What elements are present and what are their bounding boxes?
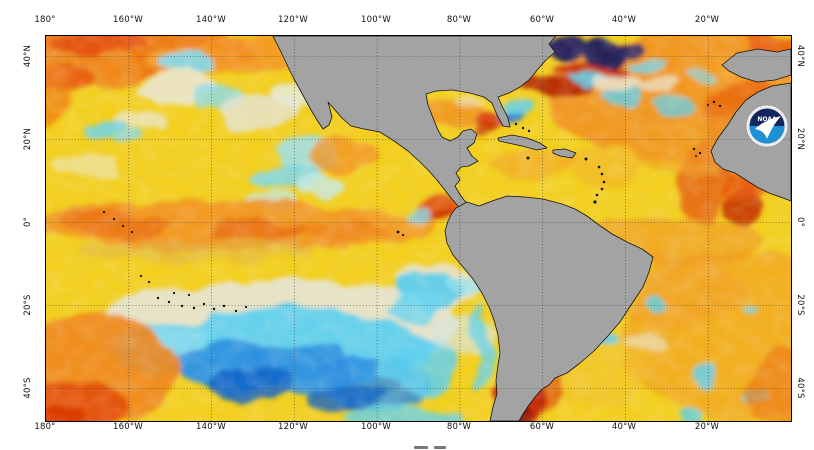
cutoff-text-fragment — [434, 446, 446, 449]
lon-label-bottom: 100°W — [361, 422, 391, 432]
lon-label-bottom: 160°W — [113, 422, 143, 432]
lat-label-left: 20°S — [23, 294, 33, 316]
lon-label-top: 140°W — [196, 15, 226, 25]
lat-label-left: 0° — [23, 216, 33, 228]
lon-label-bottom: 60°W — [529, 422, 555, 432]
map-graphic: NOAA — [46, 36, 791, 421]
noaa-bird-icon — [755, 116, 781, 139]
noaa-logo-text: NOAA — [757, 116, 777, 123]
island-specks — [102, 100, 722, 313]
land-cuba — [497, 134, 548, 151]
lon-label-bottom: 80°W — [446, 422, 472, 432]
lon-label-top: 80°W — [446, 15, 472, 25]
lat-label-right: 20°S — [795, 294, 805, 316]
lon-label-top: 40°W — [611, 15, 637, 25]
lon-label-bottom: 180° — [34, 422, 56, 432]
land-south-america — [444, 195, 654, 421]
lat-label-right: 0° — [795, 216, 805, 228]
lon-label-top: 20°W — [694, 15, 720, 25]
lat-label-left: 20°N — [23, 127, 33, 151]
lon-label-top: 60°W — [529, 15, 555, 25]
lat-label-left: 40°S — [23, 377, 33, 399]
lat-label-right: 20°N — [795, 127, 805, 151]
lat-label-right: 40°S — [795, 377, 805, 399]
land-iberia — [721, 48, 791, 83]
noaa-logo: NOAA — [745, 104, 789, 148]
lon-label-bottom: 140°W — [196, 422, 226, 432]
lon-label-bottom: 120°W — [278, 422, 308, 432]
lon-label-bottom: 40°W — [611, 422, 637, 432]
land-north-america — [272, 36, 557, 222]
lon-label-top: 180° — [34, 15, 56, 25]
map-canvas: NOAA — [45, 35, 792, 422]
cutoff-text-fragment — [414, 446, 428, 449]
lat-label-left: 40°N — [23, 44, 33, 68]
lon-label-top: 120°W — [278, 15, 308, 25]
graticule-grid — [46, 36, 791, 421]
lon-label-top: 100°W — [361, 15, 391, 25]
land-hispaniola — [552, 148, 577, 159]
lon-label-bottom: 20°W — [694, 422, 720, 432]
lon-label-top: 160°W — [113, 15, 143, 25]
lat-label-right: 40°N — [795, 44, 805, 68]
